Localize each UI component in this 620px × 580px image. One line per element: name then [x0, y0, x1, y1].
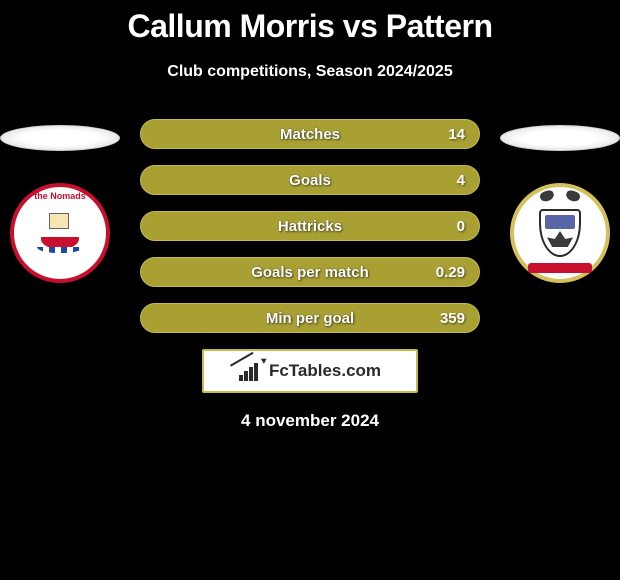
- footer-date: 4 november 2024: [0, 411, 620, 431]
- stat-row: Goals 4: [140, 165, 480, 195]
- player-left-column: [0, 125, 125, 283]
- stat-value: 4: [457, 172, 465, 189]
- stat-row: Goals per match 0.29: [140, 257, 480, 287]
- stat-label: Matches: [280, 126, 340, 143]
- stats-list: Matches 14 Goals 4 Hattricks 0 Goals per…: [140, 119, 480, 333]
- player-left-platform: [0, 125, 120, 151]
- page-title: Callum Morris vs Pattern: [0, 8, 620, 45]
- bar-chart-arrow-icon: [239, 361, 263, 381]
- stat-value: 14: [448, 126, 465, 143]
- player-right-column: [495, 125, 620, 283]
- brand-box: FcTables.com: [202, 349, 418, 393]
- stat-row: Matches 14: [140, 119, 480, 149]
- stat-label: Hattricks: [278, 218, 342, 235]
- stat-value: 0: [457, 218, 465, 235]
- banner-icon: [528, 263, 592, 273]
- stat-label: Min per goal: [266, 310, 354, 327]
- stat-value: 359: [440, 310, 465, 327]
- stat-value: 0.29: [436, 264, 465, 281]
- subtitle: Club competitions, Season 2024/2025: [0, 63, 620, 81]
- stat-label: Goals: [289, 172, 331, 189]
- infographic-root: Callum Morris vs Pattern Club competitio…: [0, 0, 620, 431]
- ship-icon: [37, 221, 83, 251]
- brand-text: FcTables.com: [269, 361, 381, 381]
- crest-ornament-icon: [542, 191, 578, 207]
- stat-row: Min per goal 359: [140, 303, 480, 333]
- shield-icon: [539, 209, 581, 257]
- stat-row: Hattricks 0: [140, 211, 480, 241]
- player-right-platform: [500, 125, 620, 151]
- team-crest-left: [10, 183, 110, 283]
- team-crest-right: [510, 183, 610, 283]
- stat-label: Goals per match: [251, 264, 369, 281]
